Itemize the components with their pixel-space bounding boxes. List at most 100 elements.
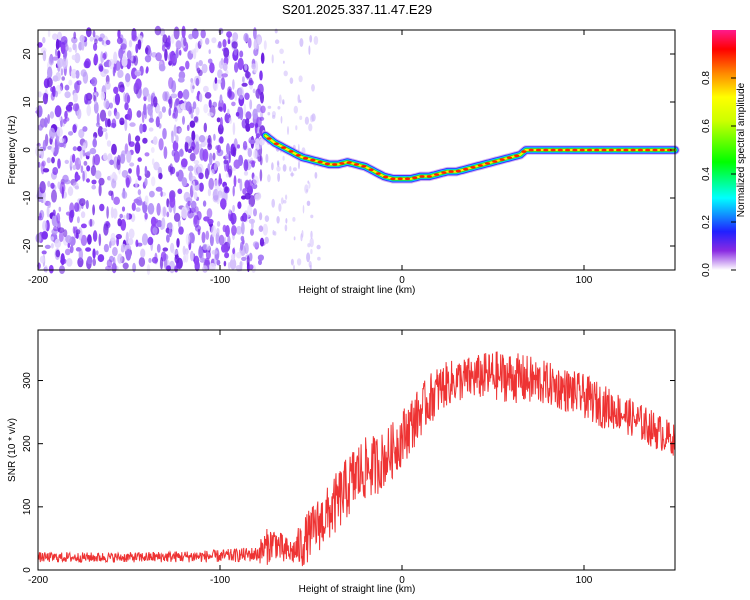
spectrogram-noise-blob [189, 152, 196, 162]
spectrogram-ridge-peak [273, 142, 279, 146]
spectrogram-noise-blob [182, 89, 190, 100]
spectrogram-noise-blob [175, 39, 182, 49]
spectrogram-noise-blob [86, 165, 91, 172]
spectrogram-noise-blob [106, 140, 112, 147]
spectrogram-sparse-blob [293, 236, 296, 241]
colorbar-gradient [712, 30, 736, 270]
spectrogram-noise-blob [252, 241, 260, 248]
spectrogram-noise-blob [168, 222, 173, 230]
spectrogram-noise-blob [239, 178, 243, 192]
spectrogram-noise-blob [214, 77, 218, 84]
spectrogram-noise-blob [216, 221, 221, 227]
spectrogram-sparse-blob [309, 35, 313, 43]
spectrogram-noise-blob [55, 48, 58, 57]
spectrogram-noise-blob [80, 69, 87, 77]
spectrogram-noise-blob [241, 82, 248, 87]
spectrogram-noise-blob [153, 161, 160, 171]
spectrogram-noise-blob [162, 247, 169, 252]
spectrogram-noise-blob [55, 38, 60, 50]
spectrogram-noise-blob [198, 172, 204, 180]
spectrogram-noise-blob [180, 103, 187, 110]
spectrogram-noise-blob [160, 190, 163, 197]
spectrogram-noise-blob [192, 180, 196, 193]
spectrogram-noise-blob [87, 256, 93, 265]
spectrogram-noise-blob [42, 220, 48, 232]
spectrogram-noise-blob [175, 49, 179, 59]
spectrogram-ridge-peak [543, 148, 549, 152]
spectrogram-noise-blob [156, 202, 161, 216]
spectrogram-noise-blob [92, 230, 98, 242]
spectrogram-noise-blob [233, 46, 238, 56]
spectrogram-noise-blob [57, 31, 63, 41]
spectrogram-noise-blob [81, 39, 85, 51]
spectrogram-noise-blob [72, 92, 78, 103]
spectrogram-noise-blob [128, 228, 135, 239]
spectrogram-noise-blob [135, 179, 138, 189]
spectrogram-noise-blob [212, 79, 219, 91]
spectrogram-noise-blob [59, 138, 65, 143]
spectrogram-ridge-peak [346, 161, 352, 164]
spectrogram-noise-blob [259, 212, 263, 221]
spectrogram-noise-blob [64, 91, 71, 99]
spectrogram-noise-blob [252, 88, 256, 94]
spectrogram-noise-blob [244, 242, 249, 255]
spectrogram-noise-blob [211, 249, 218, 255]
spectrogram-noise-blob [250, 228, 254, 236]
spectrogram-noise-blob [118, 87, 125, 93]
spectrogram-noise-blob [155, 186, 163, 192]
spectrogram-noise-blob [39, 255, 45, 264]
spectrogram-noise-blob [68, 79, 73, 86]
spectrogram-noise-blob [142, 137, 148, 144]
spectrogram-noise-blob [62, 174, 69, 183]
spectrogram-noise-blob [109, 102, 113, 109]
spectrogram-noise-blob [173, 212, 181, 222]
spectrogram-noise-blob [240, 241, 244, 251]
spectrogram-noise-blob [245, 123, 251, 132]
spectrogram-noise-blob [198, 182, 204, 192]
spectrogram-noise-blob [149, 190, 155, 198]
spectrogram-noise-blob [44, 265, 48, 273]
spectrogram-noise-blob [131, 202, 136, 212]
spectrogram-noise-blob [256, 103, 262, 113]
spectrogram-noise-blob [207, 58, 213, 64]
spectrogram-sparse-blob [283, 60, 285, 64]
spectrogram-noise-blob [46, 77, 53, 88]
spectrogram-noise-blob [134, 141, 141, 154]
spectrogram-sparse-blob [301, 230, 304, 238]
spectrogram-noise-blob [144, 195, 149, 206]
spectrogram-ridge-peak [484, 162, 491, 165]
spectrogram-noise-blob [228, 117, 233, 124]
spectrogram-ridge-peak [506, 156, 512, 159]
spectrogram-sparse-blob [271, 54, 274, 64]
spectrogram-noise-blob [216, 117, 221, 123]
spectrogram-sparse-blob [285, 218, 288, 224]
spectrogram-sparse-blob [282, 155, 285, 161]
spectrogram-noise-blob [260, 52, 265, 64]
spectrogram-ridge-peak [594, 148, 600, 152]
spectrogram-noise-blob [58, 231, 64, 243]
spectrogram-noise-blob [42, 36, 46, 44]
spectrogram-noise-blob [134, 69, 142, 77]
spectrogram-sparse-blob [310, 249, 313, 255]
spectrogram-sparse-blob [284, 224, 288, 232]
spectrogram-ridge-peak [579, 148, 585, 152]
spectrogram-noise-blob [63, 118, 67, 124]
spectrogram-noise-blob [218, 106, 223, 111]
spectrogram-noise-blob [173, 124, 177, 137]
spectrogram-noise-blob [244, 71, 251, 79]
spectrogram-noise-blob [38, 124, 43, 131]
spectrogram-noise-blob [39, 181, 46, 194]
spectrogram-noise-blob [198, 69, 203, 77]
spectrogram-noise-blob [218, 27, 224, 35]
spectrogram-noise-blob [244, 63, 248, 71]
spectrogram-noise-blob [204, 257, 210, 266]
spectrogram-noise-blob [135, 78, 142, 90]
spectrogram-noise-blob [219, 116, 223, 129]
spectrogram-noise-blob [139, 123, 144, 134]
spectrogram-noise-blob [245, 118, 250, 125]
spectrogram-noise-blob [231, 41, 238, 49]
spectrogram-sparse-blob [265, 153, 269, 163]
spectrogram-noise-blob [119, 213, 123, 219]
spectrogram-noise-blob [220, 77, 226, 90]
spectrogram-noise-blob [202, 265, 208, 273]
